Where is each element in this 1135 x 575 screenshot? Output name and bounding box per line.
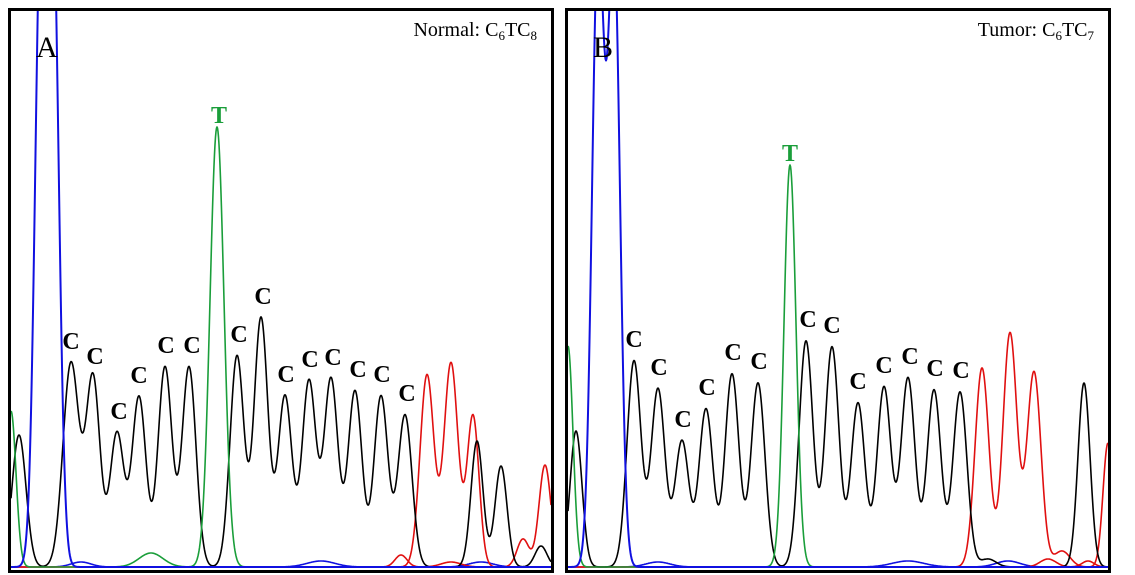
panel-caption-a: Normal: C6TC8 <box>413 19 537 43</box>
base-label-c: C <box>926 356 943 382</box>
base-label-c: C <box>277 362 294 388</box>
base-label-c: C <box>324 345 341 371</box>
a-trace <box>11 11 551 568</box>
base-label-c: C <box>724 340 741 366</box>
base-label-c: C <box>849 369 866 395</box>
c-trace <box>11 316 551 568</box>
base-label-c: C <box>823 313 840 339</box>
base-label-c: C <box>398 381 415 407</box>
base-label-t: T <box>211 103 227 129</box>
base-label-c: C <box>799 307 816 333</box>
base-label-c: C <box>674 407 691 433</box>
panel-caption-b: Tumor: C6TC7 <box>977 19 1094 43</box>
a-trace <box>568 11 1108 568</box>
base-label-c: C <box>301 347 318 373</box>
g-baseline-trace <box>11 554 551 568</box>
base-label-c: C <box>230 322 247 348</box>
base-label-c: C <box>110 399 127 425</box>
g-trace <box>568 331 1108 568</box>
base-label-t: T <box>782 141 798 167</box>
c-trace <box>568 340 1108 568</box>
base-label-c: C <box>750 349 767 375</box>
base-label-c: C <box>875 353 892 379</box>
base-label-c: C <box>901 344 918 370</box>
base-label-c: C <box>349 357 366 383</box>
base-label-c: C <box>650 355 667 381</box>
panel-letter-a: A <box>36 31 58 64</box>
base-label-c: C <box>157 333 174 359</box>
panel-letter-b: B <box>593 31 614 64</box>
base-label-c: C <box>373 362 390 388</box>
base-label-c: C <box>130 363 147 389</box>
t-trace <box>568 164 1108 568</box>
base-label-c: C <box>625 327 642 353</box>
base-label-c: C <box>86 344 103 370</box>
base-label-c: C <box>952 358 969 384</box>
base-label-c: C <box>698 375 715 401</box>
base-label-c: C <box>62 329 79 355</box>
base-label-c: C <box>183 333 200 359</box>
base-label-c: C <box>254 284 271 310</box>
g-trace <box>11 361 551 568</box>
